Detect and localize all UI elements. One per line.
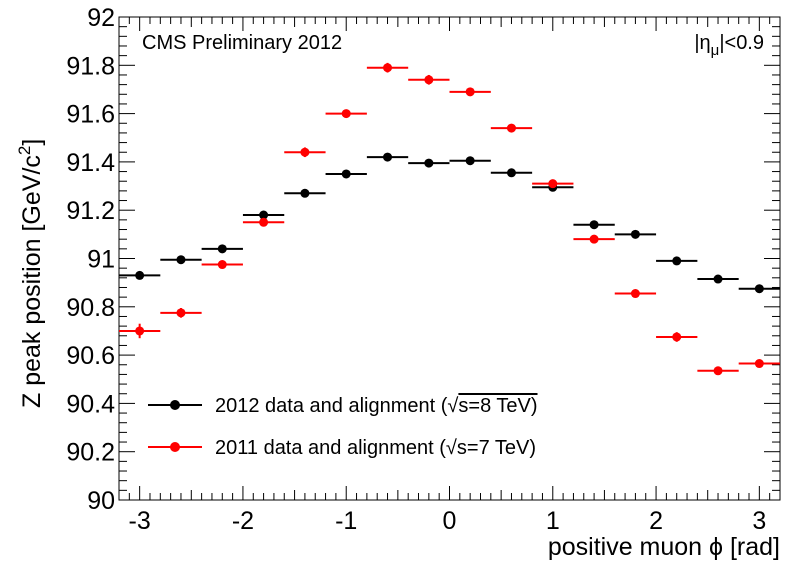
data-point: [383, 152, 393, 162]
y-axis-title-group: Z peak position [GeV/c2]: [15, 139, 46, 408]
x-tick-label: 0: [443, 507, 457, 535]
data-point: [259, 217, 269, 227]
data-marks: [119, 62, 780, 376]
x-tick-label: 2: [649, 507, 663, 535]
data-point: [754, 359, 764, 369]
data-point: [135, 326, 145, 336]
data-point: [506, 123, 516, 133]
eta-cut-annotation: |ημ|<0.9: [694, 32, 764, 59]
y-tick-label: 90.2: [66, 439, 115, 467]
data-point: [548, 179, 558, 189]
x-tick-label: 1: [546, 507, 560, 535]
data-point: [506, 168, 516, 178]
y-tick-label: 91.8: [66, 52, 115, 80]
x-tick-label: -2: [232, 507, 254, 535]
data-point: [465, 156, 475, 166]
data-point: [341, 169, 351, 179]
y-tick-label: 90.6: [66, 342, 115, 370]
series-0: [119, 152, 780, 294]
data-point: [424, 75, 434, 85]
legend-label-2012: 2012 data and alignment (√s=8 TeV): [215, 395, 538, 417]
data-point: [217, 244, 227, 254]
data-point: [217, 260, 227, 270]
plot-frame: [118, 16, 781, 501]
data-point: [259, 210, 269, 220]
series-1: [119, 62, 780, 376]
x-tick-labels: -3 -2 -1 0 1 2 3: [129, 507, 767, 535]
x-axis-title: positive muon ϕ [rad]: [548, 533, 780, 561]
legend-entry-2011: 2011 data and alignment (√s=7 TeV): [148, 437, 536, 459]
data-point: [176, 308, 186, 318]
data-point: [589, 234, 599, 244]
legend-label-2011: 2011 data and alignment (√s=7 TeV): [215, 437, 536, 459]
y-axis-title: Z peak position [GeV/c2]: [15, 139, 46, 408]
chart-title: CMS Preliminary 2012: [142, 32, 342, 54]
y-tick-label: 90: [87, 487, 115, 515]
data-point: [135, 270, 145, 280]
data-point: [754, 284, 764, 294]
data-point: [713, 274, 723, 284]
data-point: [300, 188, 310, 198]
legend-marker-2011: [170, 442, 180, 452]
data-point: [176, 255, 186, 265]
data-point: [589, 220, 599, 230]
data-point: [672, 332, 682, 342]
y-tick-label: 91: [87, 246, 115, 274]
y-tick-label: 92: [87, 4, 115, 32]
data-point: [672, 256, 682, 266]
y-tick-label: 90.8: [66, 294, 115, 322]
data-point: [424, 158, 434, 168]
y-tick-label: 91.6: [66, 101, 115, 129]
data-point: [383, 63, 393, 73]
data-point: [465, 87, 475, 97]
data-point: [630, 289, 640, 299]
legend: 2012 data and alignment (√s=8 TeV) 2011 …: [148, 395, 538, 459]
data-point: [630, 229, 640, 239]
legend-marker-2012: [170, 400, 180, 410]
y-tick-label: 90.4: [66, 390, 115, 418]
x-tick-label: -3: [129, 507, 151, 535]
y-tick-label: 91.2: [66, 197, 115, 225]
data-point: [341, 109, 351, 119]
data-point: [713, 366, 723, 376]
y-tick-labels: 90 90.2 90.4 90.6 90.8 91 91.2 91.4 91.6 91.8 92: [66, 4, 115, 515]
y-tick-label: 91.4: [66, 149, 115, 177]
data-point: [300, 147, 310, 157]
legend-entry-2012: 2012 data and alignment (√s=8 TeV): [148, 395, 538, 417]
axis-ticks: [118, 16, 781, 501]
x-tick-label: -1: [335, 507, 357, 535]
x-tick-label: 3: [752, 507, 766, 535]
